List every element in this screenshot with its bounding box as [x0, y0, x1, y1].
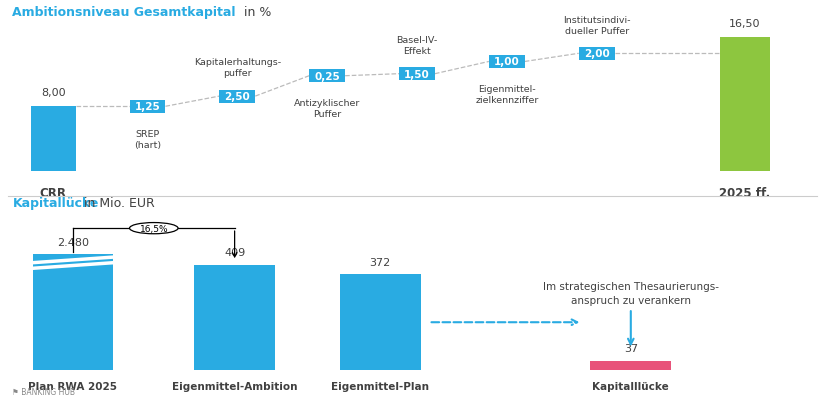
Text: 16,50: 16,50 [729, 19, 761, 29]
Text: 0,25: 0,25 [314, 72, 340, 81]
Bar [309, 70, 345, 83]
Text: 37: 37 [624, 343, 638, 353]
Text: Basel-IV-
Effekt: Basel-IV- Effekt [396, 36, 437, 56]
Text: 1,50: 1,50 [404, 70, 430, 79]
Bar [720, 38, 770, 172]
Text: 2,00: 2,00 [584, 49, 610, 59]
Bar [31, 107, 76, 172]
Text: Kapitallücke: Kapitallücke [12, 196, 99, 209]
Text: 2,50: 2,50 [224, 92, 250, 102]
Text: Eigenmittel-
zielkennziffer: Eigenmittel- zielkennziffer [475, 85, 539, 105]
Bar [399, 68, 435, 81]
Bar [591, 361, 672, 370]
Text: Plan RWA 2025: Plan RWA 2025 [28, 382, 117, 391]
Text: SREP
(hart): SREP (hart) [134, 129, 161, 149]
Text: Institutsindivi-
dueller Puffer: Institutsindivi- dueller Puffer [563, 15, 630, 36]
Text: 1,25: 1,25 [134, 102, 160, 112]
Text: 409: 409 [224, 248, 245, 258]
Text: Im strategischen Thesaurierungs-
anspruch zu verankern: Im strategischen Thesaurierungs- anspruc… [543, 281, 719, 305]
Text: Antizyklischer
Puffer: Antizyklischer Puffer [294, 99, 361, 119]
Text: ⚑ BANKING HUB: ⚑ BANKING HUB [12, 387, 75, 396]
Circle shape [130, 223, 178, 234]
Text: 16,5%: 16,5% [139, 224, 168, 233]
Bar [578, 48, 615, 61]
Text: Ambitionsniveau Gesamtkapital: Ambitionsniveau Gesamtkapital [12, 6, 236, 19]
Bar [340, 275, 421, 370]
Text: Kapitalllücke: Kapitalllücke [592, 382, 669, 391]
Bar [194, 265, 275, 370]
Bar [32, 255, 113, 370]
Bar [489, 56, 525, 69]
Text: Eigenmittel-Ambition: Eigenmittel-Ambition [172, 382, 297, 391]
Bar [130, 100, 166, 113]
Text: in %: in % [239, 6, 271, 19]
Text: CRR: CRR [40, 187, 67, 200]
Text: Eigenmittel-Plan: Eigenmittel-Plan [331, 382, 429, 391]
Text: Kapitalerhaltungs-
puffer: Kapitalerhaltungs- puffer [194, 58, 280, 78]
Text: in Mio. EUR: in Mio. EUR [80, 196, 155, 209]
Text: 1,00: 1,00 [494, 58, 520, 67]
Text: 2.480: 2.480 [57, 237, 89, 247]
Text: 372: 372 [370, 257, 391, 267]
Text: 8,00: 8,00 [41, 88, 65, 98]
Bar [219, 90, 255, 103]
Text: 2025 ff.: 2025 ff. [719, 187, 771, 200]
